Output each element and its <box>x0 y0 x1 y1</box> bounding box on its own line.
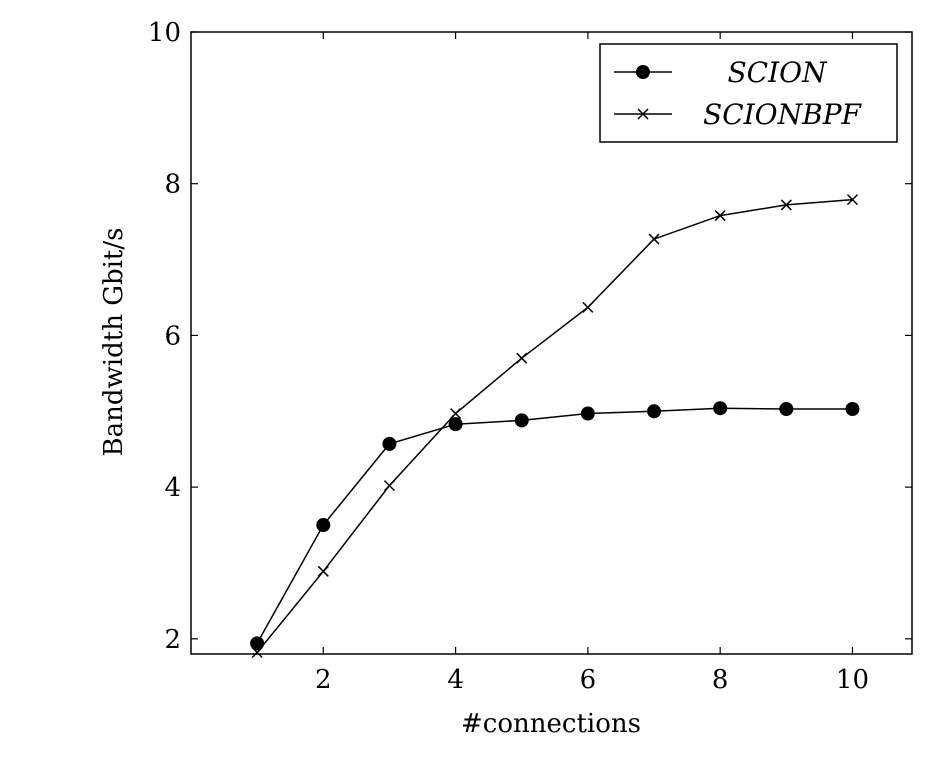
x-axis-ticks: 2 4 6 8 10 <box>315 32 869 695</box>
legend-swatch-scionbpf-marker <box>637 108 649 120</box>
x-tick-label: 10 <box>836 665 869 695</box>
legend-swatch-scion-marker <box>636 65 650 79</box>
data-point-scionbpf <box>846 194 858 206</box>
data-point-scion <box>382 436 397 451</box>
legend-box <box>599 43 898 143</box>
data-point-scion <box>779 401 794 416</box>
data-point-scionbpf <box>714 210 726 222</box>
y-tick-label: 2 <box>164 625 181 655</box>
data-point-scionbpf <box>648 233 660 245</box>
data-point-scionbpf <box>450 408 462 420</box>
data-point-scion <box>250 636 265 651</box>
data-point-scion <box>448 417 463 432</box>
data-point-scionbpf <box>383 480 395 492</box>
y-tick-label: 10 <box>148 18 181 48</box>
y-tick-label: 8 <box>164 170 181 200</box>
y-axis-ticks: 2 4 6 8 10 <box>148 18 912 655</box>
y-tick-label: 4 <box>164 473 181 503</box>
data-point-scionbpf <box>317 565 329 577</box>
y-axis-title: Bandwidth Gbit/s <box>99 228 129 457</box>
data-point-scion <box>514 413 529 428</box>
series-line-scionbpf <box>256 198 853 653</box>
data-point-scionbpf <box>251 646 263 659</box>
data-point-scion <box>316 518 331 533</box>
series-scionbpf <box>251 194 858 659</box>
x-tick-label: 4 <box>447 665 464 695</box>
legend-label-scion: SCION <box>727 56 828 89</box>
data-point-scion <box>647 404 662 419</box>
series-scion <box>250 401 860 651</box>
data-point-scion <box>845 401 860 416</box>
data-point-scionbpf <box>516 352 528 364</box>
data-point-scionbpf <box>780 199 792 211</box>
series-layer <box>250 194 860 659</box>
data-point-scion <box>580 406 595 421</box>
legend: SCION SCIONBPF <box>599 43 898 143</box>
data-point-scionbpf <box>582 301 594 313</box>
x-tick-label: 8 <box>712 665 729 695</box>
x-axis-title: #connections <box>461 709 641 739</box>
legend-label-scionbpf: SCIONBPF <box>703 98 863 131</box>
plot-area-border <box>190 31 913 655</box>
series-line-scion <box>256 407 853 644</box>
x-tick-label: 6 <box>580 665 597 695</box>
plot-frame <box>190 31 913 655</box>
x-tick-label: 2 <box>315 665 332 695</box>
data-point-scion <box>713 401 728 416</box>
y-tick-label: 6 <box>164 321 181 351</box>
